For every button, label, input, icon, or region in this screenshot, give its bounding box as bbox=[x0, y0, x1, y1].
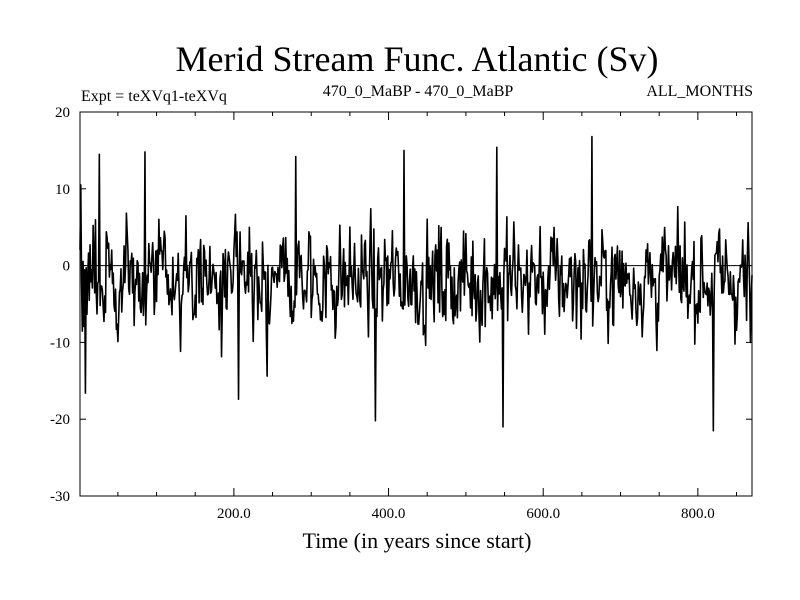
subtitle-right: ALL_MONTHS bbox=[646, 83, 753, 100]
y-tick-label: 20 bbox=[55, 105, 70, 121]
subtitle-center: 470_0_MaBP - 470_0_MaBP bbox=[323, 83, 514, 100]
x-tick-label: 200.0 bbox=[217, 506, 251, 522]
plot-frame bbox=[79, 111, 753, 497]
x-tick-label: 600.0 bbox=[526, 506, 560, 522]
x-tick-label: 400.0 bbox=[372, 506, 406, 522]
axis-tick-labels: 20 10 0 -10 -20 -30 200.0 400.0 600.0 800.0 bbox=[50, 105, 715, 522]
plot-area: 20 10 0 -10 -20 -30 200.0 400.0 600.0 800.0 bbox=[50, 105, 753, 522]
y-tick-label: -20 bbox=[50, 412, 70, 428]
series-line bbox=[79, 135, 753, 432]
y-tick-label: 10 bbox=[55, 182, 70, 198]
chart-title: Merid Stream Func. Atlantic (Sv) bbox=[176, 39, 659, 79]
y-tick-label: 0 bbox=[63, 259, 71, 275]
subtitle-left: Expt = teXVq1-teXVq bbox=[81, 88, 227, 105]
y-tick-label: -30 bbox=[50, 489, 70, 505]
y-tick-label: -10 bbox=[50, 335, 70, 351]
x-axis-label: Time (in years since start) bbox=[303, 528, 532, 553]
x-tick-label: 800.0 bbox=[681, 506, 715, 522]
